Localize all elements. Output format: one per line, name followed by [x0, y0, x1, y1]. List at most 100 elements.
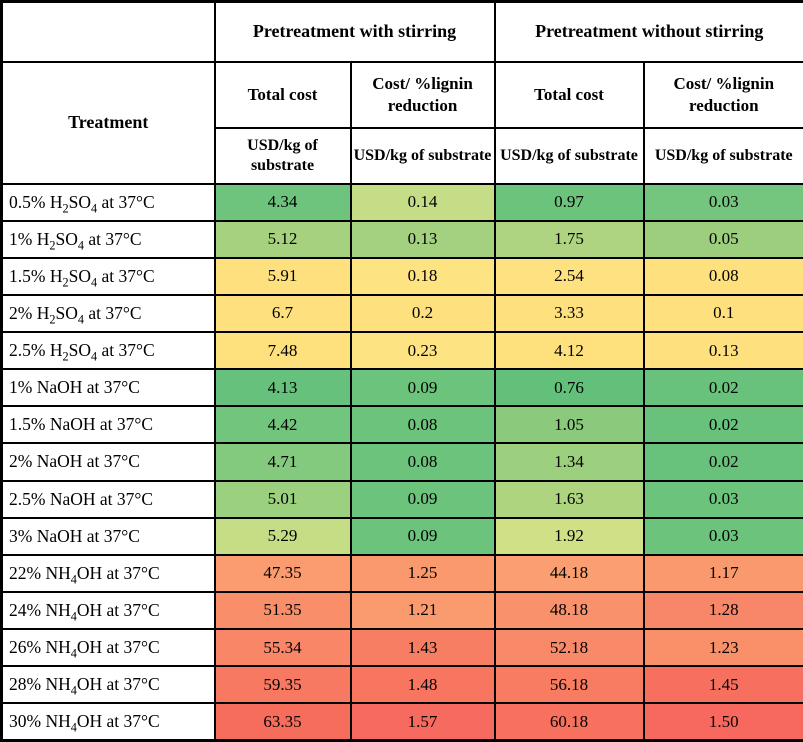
value-cell: 1.25: [349, 553, 496, 593]
value-cell: 0.08: [349, 442, 496, 482]
value-cell: 1.28: [642, 590, 803, 631]
value-cell: 0.13: [642, 330, 803, 371]
value-cell: 0.97: [493, 182, 645, 222]
table-row: 2% H2SO4 at 37°C 6.7 0.2 3.33 0.1: [0, 293, 803, 334]
value-cell: 4.42: [213, 405, 352, 445]
value-cell: 0.08: [349, 405, 496, 445]
value-cell: 0.09: [349, 368, 496, 408]
value-cell: 1.63: [493, 479, 645, 519]
table-row: 2.5% NaOH at 37°C 5.01 0.09 1.63 0.03: [0, 479, 803, 519]
treatment-label: 30% NH4OH at 37°C: [0, 702, 216, 742]
value-cell: 1.43: [349, 627, 496, 668]
unit-header: USD/kg of substrate: [493, 126, 645, 185]
cost-per-lignin-header-without: Cost/ %lignin reduction: [642, 60, 803, 129]
value-cell: 56.18: [493, 665, 645, 705]
value-cell: 0.09: [349, 479, 496, 519]
treatment-label: 1.5% NaOH at 37°C: [0, 405, 216, 445]
table-row: 1.5% NaOH at 37°C 4.42 0.08 1.05 0.02: [0, 405, 803, 445]
value-cell: 4.13: [213, 368, 352, 408]
value-cell: 1.45: [642, 665, 803, 705]
value-cell: 0.02: [642, 405, 803, 445]
value-cell: 1.05: [493, 405, 645, 445]
value-cell: 1.92: [493, 516, 645, 556]
value-cell: 5.91: [213, 256, 352, 296]
value-cell: 0.08: [642, 256, 803, 296]
value-cell: 52.18: [493, 627, 645, 668]
total-cost-header-with: Total cost: [213, 60, 352, 129]
table-row: 30% NH4OH at 37°C 63.35 1.57 60.18 1.50: [0, 702, 803, 742]
value-cell: 1.23: [642, 627, 803, 668]
value-cell: 1.17: [642, 553, 803, 593]
value-cell: 47.35: [213, 553, 352, 593]
value-cell: 51.35: [213, 590, 352, 631]
treatment-label: 1.5% H2SO4 at 37°C: [0, 256, 216, 296]
treatment-label: 22% NH4OH at 37°C: [0, 553, 216, 593]
value-cell: 4.12: [493, 330, 645, 371]
value-cell: 0.1: [642, 293, 803, 334]
table-row: 1% H2SO4 at 37°C 5.12 0.13 1.75 0.05: [0, 219, 803, 259]
value-cell: 0.13: [349, 219, 496, 259]
value-cell: 0.09: [349, 516, 496, 556]
treatment-label: 2.5% H2SO4 at 37°C: [0, 330, 216, 371]
value-cell: 2.54: [493, 256, 645, 296]
value-cell: 0.03: [642, 516, 803, 556]
metric-header-row: Treatment Total cost Cost/ %lignin reduc…: [0, 60, 803, 185]
value-cell: 5.12: [213, 219, 352, 259]
table-row: 3% NaOH at 37°C 5.29 0.09 1.92 0.03: [0, 516, 803, 556]
value-cell: 0.18: [349, 256, 496, 296]
value-cell: 59.35: [213, 665, 352, 705]
unit-header: USD/kg of substrate: [642, 126, 803, 185]
table-row: 0.5% H2SO4 at 37°C 4.34 0.14 0.97 0.03: [0, 182, 803, 222]
cost-per-lignin-header-with: Cost/ %lignin reduction: [349, 60, 496, 129]
value-cell: 0.05: [642, 219, 803, 259]
total-cost-header-without: Total cost: [493, 60, 645, 129]
value-cell: 7.48: [213, 330, 352, 371]
value-cell: 48.18: [493, 590, 645, 631]
table-row: 2.5% H2SO4 at 37°C 7.48 0.23 4.12 0.13: [0, 330, 803, 371]
table-row: 1.5% H2SO4 at 37°C 5.91 0.18 2.54 0.08: [0, 256, 803, 296]
value-cell: 63.35: [213, 702, 352, 742]
value-cell: 0.02: [642, 442, 803, 482]
value-cell: 1.57: [349, 702, 496, 742]
value-cell: 0.14: [349, 182, 496, 222]
unit-header: USD/kg of substrate: [213, 126, 352, 185]
treatment-label: 1% NaOH at 37°C: [0, 368, 216, 408]
table-row: 26% NH4OH at 37°C 55.34 1.43 52.18 1.23: [0, 627, 803, 668]
value-cell: 1.48: [349, 665, 496, 705]
corner-empty-cell: [0, 0, 216, 63]
value-cell: 1.21: [349, 590, 496, 631]
treatment-label: 2% H2SO4 at 37°C: [0, 293, 216, 334]
value-cell: 0.03: [642, 479, 803, 519]
treatment-label: 0.5% H2SO4 at 37°C: [0, 182, 216, 222]
table-row: 28% NH4OH at 37°C 59.35 1.48 56.18 1.45: [0, 665, 803, 705]
value-cell: 1.75: [493, 219, 645, 259]
treatment-label: 2.5% NaOH at 37°C: [0, 479, 216, 519]
value-cell: 4.71: [213, 442, 352, 482]
value-cell: 44.18: [493, 553, 645, 593]
value-cell: 4.34: [213, 182, 352, 222]
value-cell: 0.23: [349, 330, 496, 371]
table-row: 1% NaOH at 37°C 4.13 0.09 0.76 0.02: [0, 368, 803, 408]
group-header-without-stirring: Pretreatment without stirring: [493, 0, 803, 63]
value-cell: 1.34: [493, 442, 645, 482]
treatment-label: 24% NH4OH at 37°C: [0, 590, 216, 631]
treatment-label: 2% NaOH at 37°C: [0, 442, 216, 482]
value-cell: 5.01: [213, 479, 352, 519]
treatment-column-header: Treatment: [0, 60, 216, 185]
unit-header-row: USD/kg of substrate USD/kg of substrate …: [2, 126, 803, 185]
treatment-label: 26% NH4OH at 37°C: [0, 627, 216, 668]
group-header-with-stirring: Pretreatment with stirring: [213, 0, 496, 63]
value-cell: 60.18: [493, 702, 645, 742]
group-header-row: Pretreatment with stirring Pretreatment …: [0, 0, 803, 63]
value-cell: 6.7: [213, 293, 352, 334]
unit-header: USD/kg of substrate: [349, 126, 496, 185]
treatment-label: 3% NaOH at 37°C: [0, 516, 216, 556]
value-cell: 0.2: [349, 293, 496, 334]
value-cell: 0.02: [642, 368, 803, 408]
value-cell: 55.34: [213, 627, 352, 668]
value-cell: 3.33: [493, 293, 645, 334]
value-cell: 1.50: [642, 702, 803, 742]
treatment-label: 1% H2SO4 at 37°C: [0, 219, 216, 259]
table-body: 0.5% H2SO4 at 37°C 4.34 0.14 0.97 0.03 1% H2S…: [0, 182, 803, 742]
